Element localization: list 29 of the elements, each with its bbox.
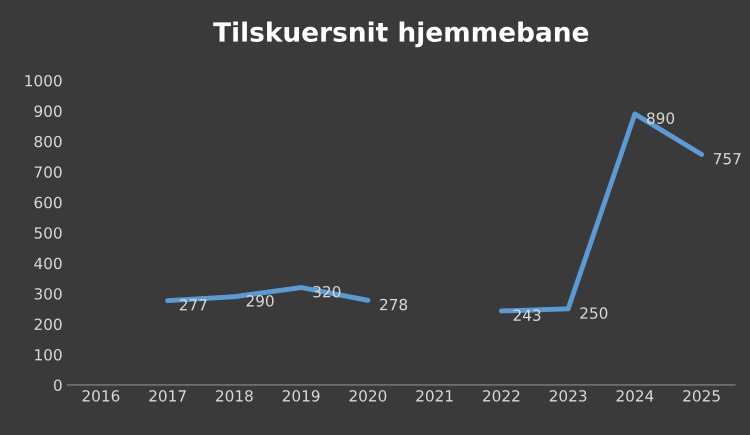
y-tick-label: 1000 xyxy=(25,74,62,86)
y-tick-label: 900 xyxy=(34,105,62,117)
x-tick-label: 2019 xyxy=(282,390,320,402)
data-label: 757 xyxy=(714,153,741,164)
x-tick-label: 2024 xyxy=(616,390,654,402)
y-tick-label: 400 xyxy=(34,258,62,270)
y-tick-label: 200 xyxy=(34,318,62,330)
x-tick-label: 2016 xyxy=(82,390,120,402)
data-label: 890 xyxy=(647,112,674,124)
x-tick-label: 2017 xyxy=(149,390,186,402)
x-tick-label: 2023 xyxy=(550,390,586,402)
y-tick-label: 500 xyxy=(34,227,62,239)
y-tick-label: 700 xyxy=(34,166,62,178)
y-tick-label: 100 xyxy=(35,348,62,361)
chart-title: Tilskuersnit hjemmebane xyxy=(213,22,588,48)
data-label: 290 xyxy=(246,295,274,307)
x-tick-label: 2018 xyxy=(216,390,253,402)
data-label: 277 xyxy=(180,299,207,310)
data-label: 243 xyxy=(514,309,540,321)
y-tick-label: 600 xyxy=(34,196,62,208)
data-label: 278 xyxy=(380,298,408,310)
data-label: 250 xyxy=(580,307,608,319)
y-tick-label: 0 xyxy=(54,379,62,391)
y-tick-label: 800 xyxy=(34,136,62,148)
x-tick-label: 2021 xyxy=(416,390,453,402)
x-tick-label: 2025 xyxy=(683,390,720,402)
y-tick-label: 300 xyxy=(34,288,62,300)
x-tick-label: 2020 xyxy=(350,390,386,402)
x-tick-label: 2022 xyxy=(483,390,520,402)
